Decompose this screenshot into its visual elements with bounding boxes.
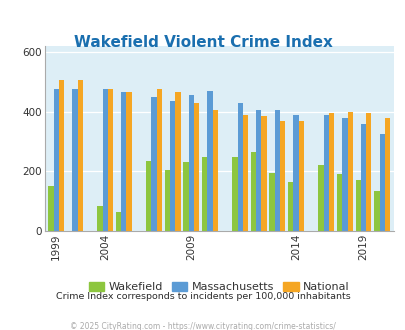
Bar	[384, 118, 389, 231]
Bar	[379, 134, 384, 231]
Bar	[318, 165, 323, 231]
Text: Wakefield Violent Crime Index: Wakefield Violent Crime Index	[73, 35, 332, 50]
Bar	[341, 118, 347, 231]
Bar	[242, 115, 247, 231]
Bar	[53, 89, 59, 231]
Bar	[126, 92, 131, 231]
Bar	[156, 89, 162, 231]
Bar	[170, 101, 175, 231]
Bar	[269, 173, 274, 231]
Legend: Wakefield, Massachusetts, National: Wakefield, Massachusetts, National	[84, 277, 354, 297]
Text: © 2025 CityRating.com - https://www.cityrating.com/crime-statistics/: © 2025 CityRating.com - https://www.city…	[70, 322, 335, 330]
Bar	[146, 161, 151, 231]
Bar	[188, 95, 194, 231]
Bar	[194, 103, 199, 231]
Bar	[293, 115, 298, 231]
Bar	[108, 89, 113, 231]
Bar	[164, 170, 170, 231]
Bar	[115, 212, 121, 231]
Text: Crime Index corresponds to incidents per 100,000 inhabitants: Crime Index corresponds to incidents per…	[55, 292, 350, 301]
Bar	[97, 206, 102, 231]
Bar	[365, 113, 371, 231]
Bar	[48, 186, 53, 231]
Bar	[250, 152, 256, 231]
Bar	[288, 182, 293, 231]
Bar	[355, 180, 360, 231]
Bar	[121, 92, 126, 231]
Bar	[347, 112, 352, 231]
Bar	[232, 157, 237, 231]
Bar	[261, 116, 266, 231]
Bar	[207, 91, 212, 231]
Bar	[336, 174, 341, 231]
Bar	[256, 110, 261, 231]
Bar	[323, 115, 328, 231]
Bar	[77, 81, 83, 231]
Bar	[151, 97, 156, 231]
Bar	[237, 103, 242, 231]
Bar	[72, 89, 77, 231]
Bar	[59, 81, 64, 231]
Bar	[373, 191, 379, 231]
Bar	[183, 162, 188, 231]
Bar	[202, 157, 207, 231]
Bar	[328, 113, 333, 231]
Bar	[175, 92, 180, 231]
Bar	[212, 110, 217, 231]
Bar	[360, 124, 365, 231]
Bar	[274, 110, 279, 231]
Bar	[279, 121, 285, 231]
Bar	[298, 121, 303, 231]
Bar	[102, 89, 108, 231]
